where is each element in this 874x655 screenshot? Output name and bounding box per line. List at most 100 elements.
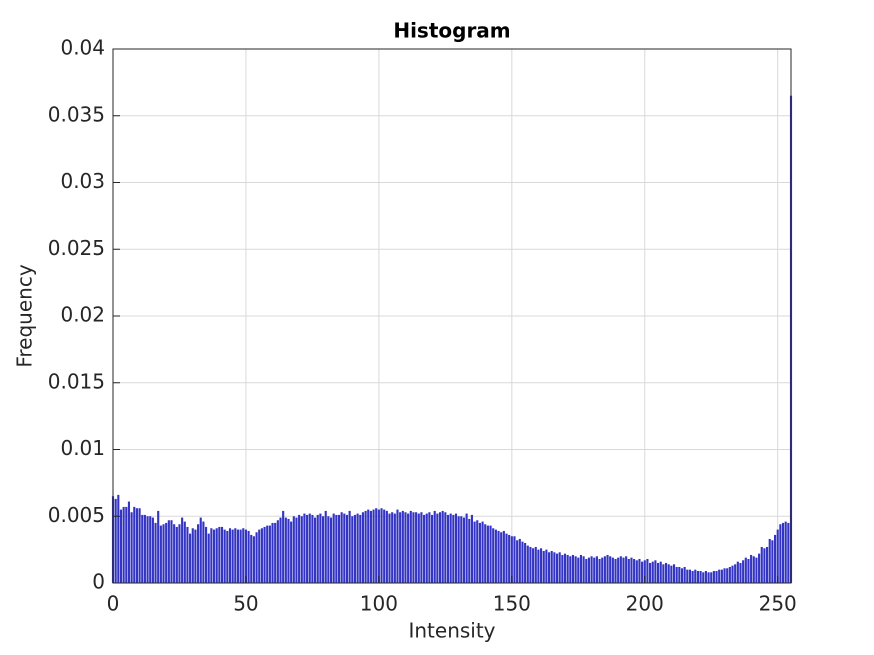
bar	[183, 521, 186, 583]
bar	[656, 562, 660, 583]
bar	[207, 533, 210, 583]
bar	[401, 510, 404, 583]
bar	[173, 524, 176, 583]
bar	[391, 512, 394, 583]
bar	[252, 536, 255, 583]
bar	[752, 556, 755, 583]
bar	[117, 494, 120, 583]
bar	[436, 513, 439, 583]
bar	[220, 526, 224, 583]
bar	[537, 549, 540, 583]
bar	[449, 513, 452, 583]
bar	[558, 552, 561, 583]
bar	[595, 556, 598, 583]
bar	[282, 510, 285, 583]
bar	[407, 513, 410, 583]
bar	[758, 553, 761, 583]
axes: 0 50 100 150 200 250 0 0.005 0.01 0.015 0.02 0.025 0…	[48, 36, 797, 616]
y-tick-label: 0.035	[48, 102, 105, 126]
bar	[383, 509, 386, 583]
bar	[486, 525, 489, 583]
bar	[518, 538, 521, 583]
bar	[292, 516, 295, 583]
bar	[702, 572, 705, 583]
bar	[587, 557, 590, 583]
bar	[771, 540, 774, 583]
bar	[476, 520, 479, 583]
bar	[550, 550, 553, 583]
bar	[686, 569, 689, 583]
bar	[303, 513, 306, 583]
bar	[199, 517, 202, 583]
x-tick-label: 200	[626, 592, 664, 616]
bar	[279, 517, 282, 583]
bar	[659, 561, 662, 583]
bar	[545, 549, 548, 583]
bar	[683, 566, 686, 583]
bar	[409, 510, 412, 583]
y-tick-label: 0.015	[48, 369, 105, 393]
bar	[540, 548, 543, 583]
y-tick-label: 0.01	[60, 436, 105, 460]
bar	[497, 530, 500, 583]
bar	[781, 522, 785, 583]
bar	[197, 524, 200, 583]
y-axis-label: Frequency	[13, 264, 37, 367]
bar	[247, 530, 250, 583]
bar	[151, 517, 154, 583]
bar	[127, 501, 131, 583]
bar	[492, 528, 495, 583]
bar	[555, 553, 559, 583]
bar	[415, 512, 418, 583]
bar	[412, 512, 415, 583]
bar	[473, 521, 476, 583]
bar	[688, 569, 692, 583]
bar	[553, 552, 556, 583]
bar	[744, 557, 747, 583]
bar	[242, 528, 245, 583]
bar	[364, 510, 367, 583]
bar	[266, 525, 269, 583]
bar	[393, 513, 396, 583]
bar	[635, 560, 638, 583]
bar	[747, 558, 750, 583]
bar	[598, 558, 601, 583]
bar	[654, 560, 657, 583]
bar	[343, 513, 346, 583]
bar	[135, 508, 138, 583]
x-tick-label: 0	[107, 592, 120, 616]
bar	[736, 561, 739, 583]
bar	[667, 564, 670, 583]
bar	[601, 557, 604, 583]
bar	[337, 514, 341, 583]
bar	[696, 570, 700, 583]
bar	[359, 514, 362, 583]
bar	[274, 522, 277, 583]
bar	[569, 556, 572, 583]
bar	[734, 564, 737, 583]
bar	[329, 517, 333, 583]
x-axis-label: Intensity	[408, 619, 495, 643]
bar	[521, 541, 524, 583]
bar	[157, 510, 160, 583]
bar	[290, 521, 293, 583]
bar	[760, 546, 763, 583]
y-tick-label: 0.03	[60, 169, 105, 193]
bar	[481, 521, 484, 583]
bar	[720, 569, 723, 583]
bar	[784, 521, 787, 583]
bar	[263, 526, 266, 583]
bar	[444, 512, 447, 583]
bar	[138, 508, 141, 583]
bar	[579, 554, 583, 583]
bar	[675, 566, 678, 583]
plot-frame	[112, 48, 792, 584]
bar	[707, 572, 710, 583]
bar	[750, 554, 753, 583]
x-tick-label: 100	[360, 592, 398, 616]
bar	[723, 568, 726, 583]
bar	[585, 558, 588, 583]
bar	[162, 524, 165, 583]
bar	[651, 561, 654, 583]
bar	[460, 516, 463, 583]
